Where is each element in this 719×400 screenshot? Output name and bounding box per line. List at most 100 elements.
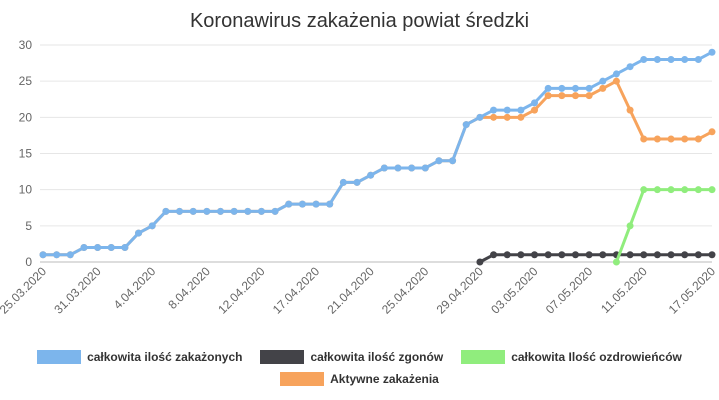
data-point [339,178,347,186]
data-point [667,251,675,259]
data-point [380,164,388,172]
data-point [531,251,539,259]
data-point [503,106,511,114]
data-point [312,200,320,208]
data-point [708,128,716,136]
x-tick-label: 03.05.2020 [488,264,541,317]
data-point [503,251,511,259]
data-point [298,200,306,208]
legend: całkowita ilość zakażonych całkowita ilo… [0,350,719,394]
x-tick-label: 4.04.2020 [111,264,159,312]
y-tick-label: 20 [19,110,33,124]
data-point [571,84,579,92]
data-point [653,55,661,63]
data-point [435,157,443,165]
data-point [694,186,702,194]
y-tick-label: 25 [19,74,33,88]
data-point [353,178,361,186]
data-point [544,92,552,100]
x-tick-label: 11.05.2020 [598,264,650,316]
data-point [462,121,470,129]
data-point [558,251,566,259]
series-line-1 [479,253,712,264]
legend-label: Aktywne zakażenia [330,372,439,386]
data-point [612,77,620,85]
data-point [653,251,661,259]
legend-swatch [280,372,325,386]
data-point [517,113,525,121]
data-point [449,157,457,165]
legend-item-total-infected[interactable]: całkowita ilość zakażonych [37,350,242,364]
data-point [694,135,702,143]
data-point [599,251,607,259]
data-point [189,207,197,215]
legend-swatch [461,350,506,364]
data-point [53,251,61,259]
data-point [148,222,156,230]
data-point [421,164,429,172]
data-point [585,251,593,259]
data-point [490,113,498,121]
data-point [531,106,539,114]
data-point [681,186,689,194]
y-tick-label: 0 [25,255,32,269]
data-point [216,207,224,215]
data-point [599,84,607,92]
data-point [640,186,648,194]
data-point [626,63,634,71]
data-point [517,106,525,114]
data-point [476,113,484,121]
x-tick-label: 31.03.2020 [51,264,104,317]
x-tick-label: 8.04.2020 [165,264,213,312]
legend-label: całkowita ilość zgonów [310,350,444,364]
data-point [544,84,552,92]
data-point [626,106,634,114]
data-point [585,92,593,100]
data-point [367,171,375,179]
data-point [667,55,675,63]
x-tick-label: 07.05.2020 [543,264,596,317]
y-tick-label: 15 [19,147,33,161]
data-point [681,251,689,259]
data-point [585,84,593,92]
y-tick-label: 30 [19,38,33,52]
data-point [708,48,716,56]
x-tick-label: 12.04.2020 [215,264,268,317]
data-point [531,99,539,107]
data-point [517,251,525,259]
data-point [667,135,675,143]
data-point [285,200,293,208]
data-point [558,92,566,100]
y-tick-label: 5 [25,219,32,233]
data-point [230,207,238,215]
data-point [571,251,579,259]
data-point [640,55,648,63]
x-tick-label: 17.04.2020 [270,264,323,317]
data-point [490,251,498,259]
data-point [80,244,88,252]
data-point [326,200,334,208]
legend-label: całkowita ilość zakażonych [87,350,243,364]
legend-swatch [260,350,305,364]
data-point [681,55,689,63]
data-point [503,113,511,121]
data-point [39,251,47,259]
chart-title: Koronawirus zakażenia powiat średzki [189,10,530,32]
data-point [490,106,498,114]
data-point [626,251,634,259]
data-point [653,186,661,194]
data-point [394,164,402,172]
data-point [599,77,607,85]
legend-item-recovered[interactable]: całkowita Ilość ozdrowieńców [461,350,682,364]
legend-swatch [37,350,82,364]
legend-item-deaths[interactable]: całkowita ilość zgonów [260,350,443,364]
data-point [107,244,115,252]
data-point [244,207,252,215]
data-point [626,222,634,230]
x-tick-label: 21.04.2020 [324,264,377,317]
data-point [162,207,170,215]
legend-item-active[interactable]: Aktywne zakażenia [280,372,439,386]
data-point [640,135,648,143]
